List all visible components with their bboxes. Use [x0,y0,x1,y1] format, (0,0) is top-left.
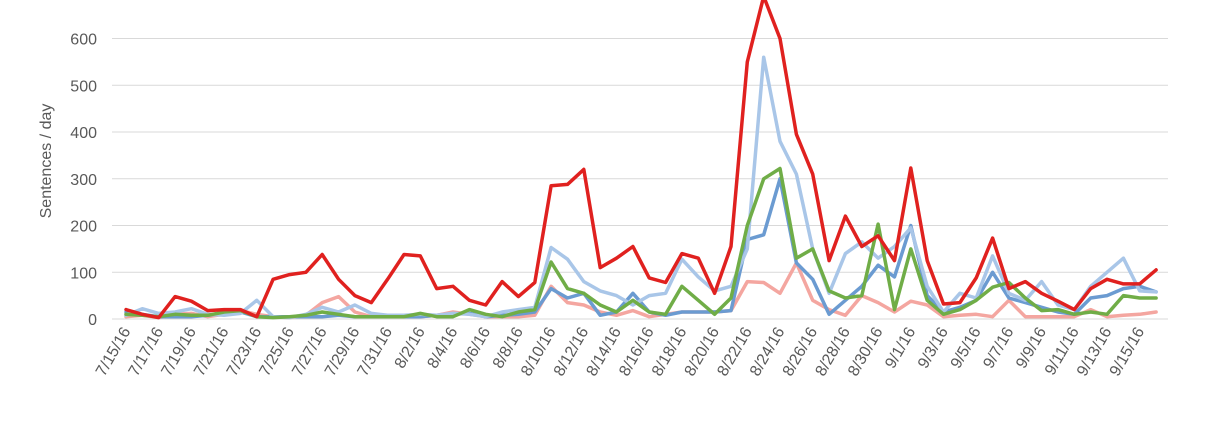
y-tick-label: 200 [70,219,97,236]
y-tick-label: 600 [70,32,97,49]
data-series [124,0,1158,320]
x-tick-label: 9/3/16 [915,324,952,371]
x-tick-label: 8/4/16 [424,324,461,371]
x-axis-ticks: 7/15/167/17/167/19/167/21/167/23/167/25/… [93,324,1148,379]
y-tick-label: 400 [70,125,97,142]
x-tick-label: 9/5/16 [948,324,985,371]
x-tick-label: 8/6/16 [457,324,494,371]
x-tick-label: 8/2/16 [392,324,429,371]
y-axis-ticks: 0 100 200 300 400 500 600 [70,32,97,330]
y-tick-label: 500 [70,78,97,95]
y-tick-label: 100 [70,265,97,282]
y-tick-label: 300 [70,172,97,189]
x-tick-label: 9/7/16 [980,324,1017,371]
y-axis-title: Sentences / day [38,104,55,219]
series-line-4 [124,166,1158,320]
x-tick-label: 9/1/16 [882,324,919,371]
gridlines [112,38,1168,320]
series-line-2 [124,177,1158,319]
y-tick-label: 0 [88,312,97,329]
series-line-5 [124,0,1158,320]
